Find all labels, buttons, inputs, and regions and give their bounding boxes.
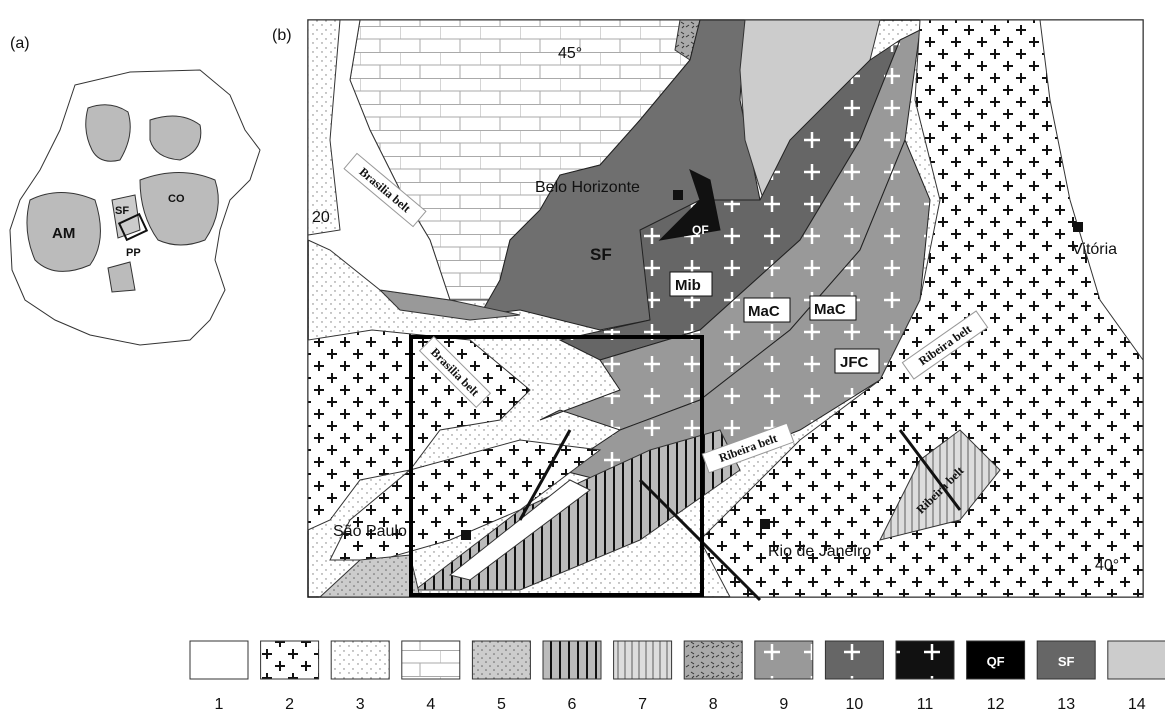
label-box <box>701 422 795 474</box>
unit-label: QF <box>692 223 709 237</box>
label-box <box>809 295 857 321</box>
unit-1 <box>448 479 591 581</box>
unit-1 <box>307 19 451 301</box>
legend-swatch <box>1036 640 1096 680</box>
city-label: Belo Horizonte <box>535 179 640 196</box>
region-label: AM <box>52 225 75 242</box>
unit-12 <box>658 169 721 241</box>
unit-2 <box>329 439 602 561</box>
legend-number: 4 <box>426 696 435 713</box>
legend-swatch <box>966 640 1026 680</box>
coordinate-label: 20 <box>312 209 330 226</box>
legend-number: 2 <box>285 696 294 713</box>
unit-3 <box>307 19 341 236</box>
legend-swatch <box>824 640 884 680</box>
label-box <box>901 310 989 380</box>
label-box <box>669 271 713 297</box>
legend-swatch <box>260 640 320 680</box>
study-area-box <box>117 212 149 242</box>
city-label: São Paulo <box>333 523 407 540</box>
unit-label: SF <box>590 245 612 264</box>
legend-number: 7 <box>638 696 647 713</box>
legend-swatch <box>613 640 673 680</box>
panel-label: (b) <box>272 27 292 44</box>
legend-swatch <box>542 640 602 680</box>
unit-label: MaC <box>814 301 846 318</box>
legend-number: 13 <box>1057 696 1075 713</box>
legend-number: 6 <box>568 696 577 713</box>
legend-number: 5 <box>497 696 506 713</box>
region-label: CO <box>168 193 185 205</box>
craton <box>139 172 219 246</box>
inset-box <box>409 335 704 597</box>
label-box <box>743 297 791 323</box>
city-marker <box>1073 222 1083 232</box>
legend-number: 3 <box>356 696 365 713</box>
label-box <box>343 152 427 228</box>
city-marker <box>673 190 683 200</box>
legend-swatch <box>683 640 743 680</box>
coordinate-label: 40° <box>1095 557 1119 574</box>
label-box <box>834 348 880 374</box>
legend-number: 1 <box>215 696 224 713</box>
legend-number: 12 <box>987 696 1005 713</box>
legend-number: 9 <box>779 696 788 713</box>
city-label: Rio de Janeiro <box>768 543 871 560</box>
panel-label: (a) <box>10 35 30 52</box>
legend-swatch <box>754 640 814 680</box>
region-label: PP <box>126 247 141 259</box>
legend-number: 10 <box>846 696 864 713</box>
legend-swatch <box>895 640 955 680</box>
legend-number: 8 <box>709 696 718 713</box>
legend-swatch <box>189 640 249 680</box>
craton <box>26 192 101 272</box>
city-label: Vitória <box>1072 241 1117 258</box>
legend-swatch <box>330 640 390 680</box>
legend-swatch <box>471 640 531 680</box>
region-label: SF <box>115 205 129 217</box>
legend-swatch <box>401 640 461 680</box>
unit-label: Mib <box>675 277 701 294</box>
legend-number: 14 <box>1128 696 1146 713</box>
city-marker <box>760 519 770 529</box>
label-box <box>418 335 492 409</box>
unit-label: MaC <box>748 303 780 320</box>
legend-swatch-label: SF <box>1058 654 1075 669</box>
unit-2 <box>699 19 1144 598</box>
legend-number: 11 <box>917 696 934 713</box>
craton <box>149 115 202 161</box>
craton <box>107 261 136 293</box>
legend-swatch <box>1107 640 1165 680</box>
unit-1 <box>1039 19 1144 362</box>
coordinate-label: 45° <box>558 45 582 62</box>
craton <box>85 104 131 162</box>
craton <box>111 194 141 239</box>
city-marker <box>461 530 471 540</box>
legend-swatch-label: QF <box>987 654 1005 669</box>
unit-label: JFC <box>840 354 869 371</box>
